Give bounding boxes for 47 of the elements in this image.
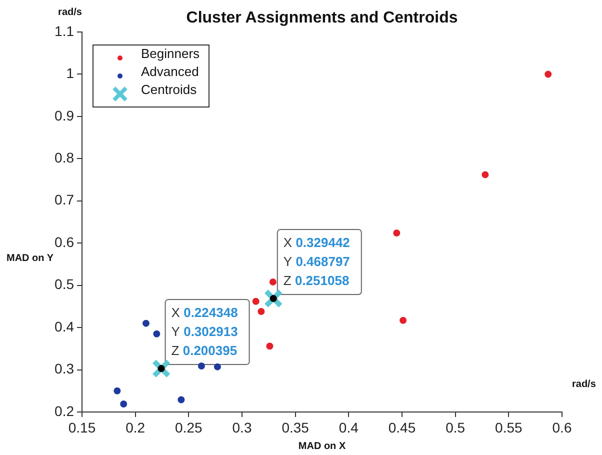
y-tick-label: 0.2 — [54, 402, 74, 419]
point — [269, 278, 276, 286]
annotation: X 0.224348 Y 0.302913 Z 0.200395 — [171, 305, 238, 358]
x-tick-label: 0.35 — [282, 419, 310, 436]
y-tick-label: 0.8 — [54, 150, 74, 166]
x-tick-label: 0.2 — [126, 419, 146, 436]
point — [120, 400, 128, 408]
y-tick-label: 0.4 — [54, 318, 74, 334]
text: rad/s — [58, 6, 82, 18]
y-tick-label: 0.7 — [54, 192, 74, 208]
legend-label: Centroids — [141, 82, 198, 97]
point — [264, 288, 283, 308]
point — [252, 298, 260, 305]
point — [214, 363, 221, 370]
x-tick-label: 0.15 — [68, 419, 96, 436]
x-tick-label: 0.3 — [232, 419, 252, 436]
x-tick-label: 0.45 — [388, 419, 416, 436]
point — [482, 171, 489, 178]
point — [258, 308, 265, 316]
point — [142, 320, 150, 327]
point — [544, 70, 552, 78]
point — [178, 396, 185, 404]
point — [114, 387, 121, 394]
x-axis-title: MAD on X — [298, 440, 346, 452]
chart-title: Cluster Assignments and Centroids — [186, 9, 458, 26]
x-tick-label: 0.5 — [446, 419, 466, 436]
text: rad/s — [572, 378, 596, 390]
y-tick-label: 0.3 — [54, 360, 74, 377]
x-tick-label: 0.55 — [495, 419, 523, 436]
x-tick-label: 0.4 — [338, 419, 359, 436]
annotation: X 0.329442 Y 0.468797 Z 0.251058 — [283, 235, 350, 288]
point — [153, 330, 160, 338]
x-tick-label: 0.6 — [552, 419, 572, 436]
x-tick-label: 0.25 — [175, 419, 203, 436]
y-tick-label: 1.1 — [54, 22, 74, 39]
y-tick-label: 0.6 — [54, 234, 74, 250]
point — [400, 316, 407, 324]
y-tick-label: 1 — [66, 65, 74, 82]
legend-label: Advanced — [141, 64, 199, 79]
point — [266, 342, 274, 350]
legend-label: Beginners — [141, 46, 200, 61]
point — [152, 358, 171, 378]
y-tick-label: 0.9 — [54, 107, 74, 124]
y-axis-title: MAD on Y — [6, 252, 54, 264]
point — [393, 229, 400, 236]
point — [198, 362, 205, 370]
y-tick-label: 0.5 — [54, 276, 74, 292]
